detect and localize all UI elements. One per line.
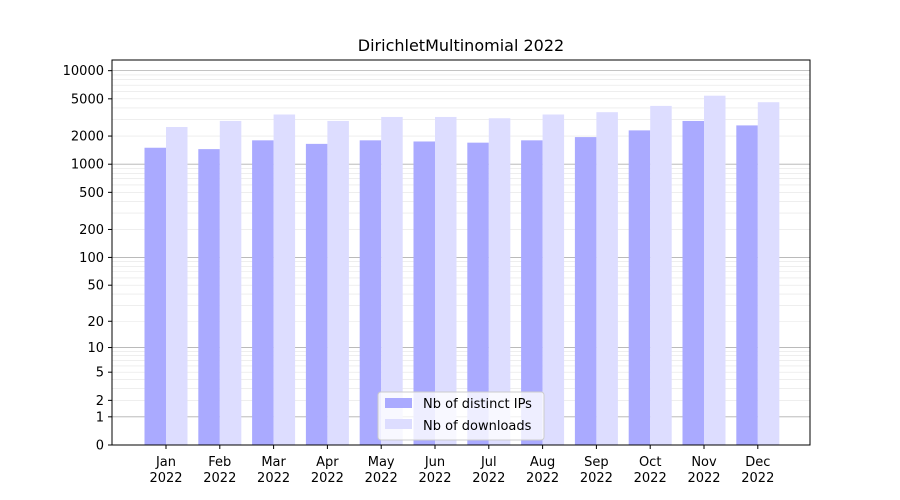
x-tick-label-year: 2022 [472, 471, 505, 486]
y-tick-label: 200 [79, 223, 104, 238]
y-tick-label: 50 [87, 279, 104, 294]
y-tick-label: 1 [96, 410, 104, 425]
bar-nb-of-distinct-ips-feb [198, 149, 220, 445]
x-tick-label-year: 2022 [580, 471, 613, 486]
bar-nb-of-distinct-ips-oct [628, 130, 651, 445]
bar-nb-of-downloads-sep [596, 112, 618, 446]
bar-nb-of-downloads-jan [166, 126, 188, 445]
y-tick-label: 10 [87, 341, 104, 356]
x-tick-label-month: Jul [480, 455, 497, 470]
x-tick-label-month: Dec [745, 455, 770, 470]
x-tick-label-month: Jun [424, 455, 445, 470]
x-tick-label-month: Feb [208, 455, 231, 470]
x-tick-label-month: Oct [639, 455, 661, 470]
bar-nb-of-distinct-ips-aug [521, 140, 543, 446]
x-tick-label-year: 2022 [418, 471, 451, 486]
bar-nb-of-distinct-ips-nov [682, 120, 704, 445]
bar-nb-of-downloads-oct [650, 105, 672, 445]
bar-nb-of-downloads-may [381, 116, 403, 446]
y-tick-label: 5000 [71, 92, 104, 107]
y-tick-label: 1000 [71, 158, 104, 173]
legend-box [377, 391, 545, 441]
x-tick-label-year: 2022 [687, 471, 720, 486]
legend-swatch-downloads [385, 419, 412, 429]
bar-nb-of-distinct-ips-jun [413, 141, 435, 445]
x-tick-label-year: 2022 [311, 471, 344, 486]
legend-label-distinct-ips: Nb of distinct IPs [423, 397, 532, 412]
bar-nb-of-downloads-apr [327, 120, 349, 445]
plot-frame [111, 59, 811, 446]
bar-nb-of-distinct-ips-jan [144, 147, 166, 445]
bar-nb-of-downloads-dec [757, 102, 780, 445]
y-tick-label: 20 [87, 315, 104, 330]
legend-swatch-distinct-ips [385, 398, 412, 408]
bar-nb-of-distinct-ips-mar [252, 140, 274, 446]
bar-nb-of-downloads-feb [219, 120, 242, 445]
bar-nb-of-downloads-mar [273, 114, 296, 445]
x-tick-label-month: Apr [316, 455, 339, 470]
x-tick-label-year: 2022 [257, 471, 290, 486]
bars [144, 95, 780, 446]
x-tick-label-year: 2022 [741, 471, 774, 486]
bar-nb-of-distinct-ips-may [359, 140, 382, 446]
bar-nb-of-downloads-jun [435, 116, 457, 446]
bar-nb-of-distinct-ips-jul [467, 142, 489, 445]
x-tick-label-year: 2022 [526, 471, 559, 486]
bar-nb-of-downloads-aug [542, 114, 565, 445]
x-tick-label-month: Aug [530, 455, 555, 470]
x-tick-label-month: Sep [584, 455, 609, 470]
x-tick-label-month: Jan [155, 455, 176, 470]
legend: Nb of distinct IPs Nb of downloads [377, 391, 545, 441]
x-tick-label-year: 2022 [203, 471, 236, 486]
bar-nb-of-distinct-ips-sep [574, 137, 597, 445]
x-tick-label-month: Mar [261, 455, 286, 470]
x-tick-label-year: 2022 [365, 471, 398, 486]
x-axis: Jan2022Feb2022Mar2022Apr2022May2022Jun20… [149, 445, 774, 486]
bar-nb-of-distinct-ips-dec [736, 125, 758, 445]
y-tick-label: 5 [96, 366, 104, 381]
bar-nb-of-downloads-nov [704, 95, 726, 445]
legend-label-downloads: Nb of downloads [423, 419, 532, 434]
y-tick-label: 2000 [71, 130, 104, 145]
y-tick-label: 10000 [63, 64, 104, 79]
y-tick-label: 0 [96, 439, 104, 454]
x-tick-label-month: May [368, 455, 395, 470]
y-axis: 0 12 5 10 20 50 100 200 500 1000 2000 5000 10000 [63, 64, 112, 454]
y-tick-label: 500 [79, 186, 104, 201]
x-tick-label-year: 2022 [634, 471, 667, 486]
y-tick-label: 100 [79, 251, 104, 266]
bar-nb-of-downloads-jul [488, 118, 511, 446]
y-tick-label: 2 [96, 394, 104, 409]
x-tick-label-year: 2022 [149, 471, 182, 486]
chart-title: DirichletMultinomial 2022 [358, 36, 564, 55]
bar-nb-of-distinct-ips-apr [305, 143, 328, 445]
x-tick-label-month: Nov [691, 455, 717, 470]
